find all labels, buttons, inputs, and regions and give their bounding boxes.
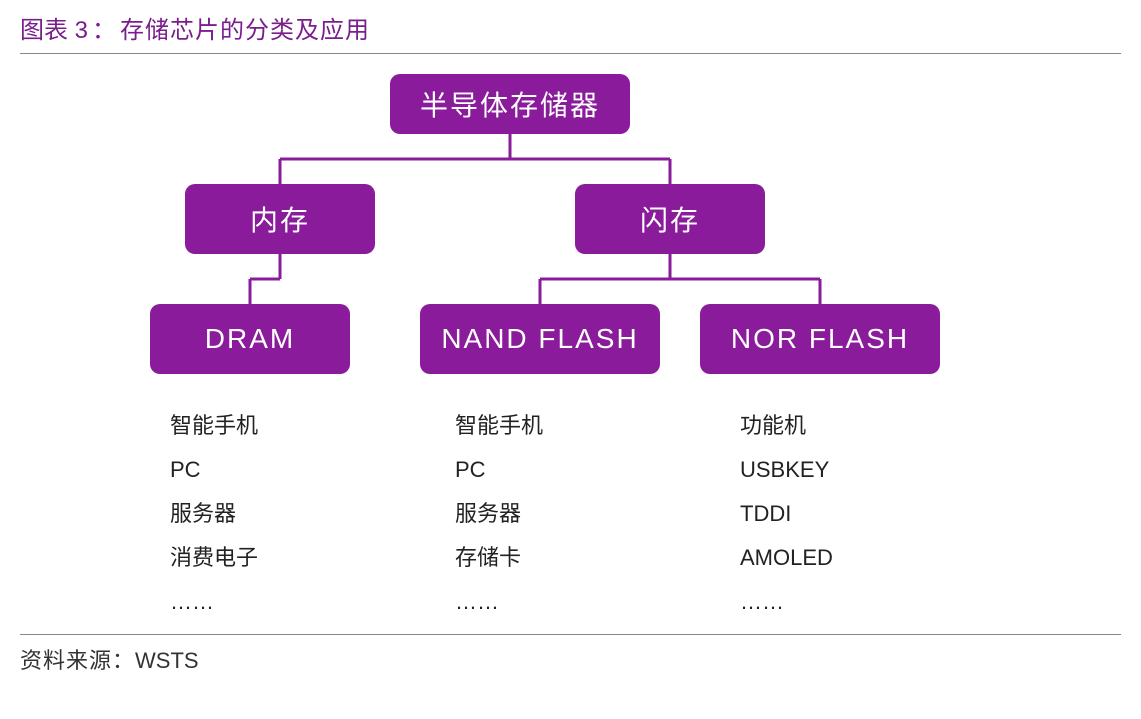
- figure-title-text: 存储芯片的分类及应用: [120, 17, 370, 44]
- app-list-item: 服务器: [170, 492, 258, 536]
- tree-node-mem: 内存: [185, 184, 375, 254]
- tree-node-dram: DRAM: [150, 304, 350, 374]
- app-list-item: PC: [455, 448, 543, 492]
- app-list-item: AMOLED: [740, 536, 833, 580]
- figure-title-prefix: 图表: [20, 17, 68, 44]
- app-list-item: PC: [170, 448, 258, 492]
- footer-source-label: 资料来源：: [20, 648, 135, 673]
- tree-node-root: 半导体存储器: [390, 74, 630, 134]
- app-list-item: USBKEY: [740, 448, 833, 492]
- figure-title-separator: ：: [88, 17, 120, 44]
- app-list-item: 功能机: [740, 404, 833, 448]
- tree-node-nand: NAND FLASH: [420, 304, 660, 374]
- app-list-nor: 功能机USBKEYTDDIAMOLED……: [740, 404, 833, 624]
- app-list-nand: 智能手机PC服务器存储卡……: [455, 404, 543, 624]
- tree-node-flash: 闪存: [575, 184, 765, 254]
- figure-title: 图表 3：存储芯片的分类及应用: [20, 10, 1121, 54]
- app-list-item: 服务器: [455, 492, 543, 536]
- figure-title-number: 3: [75, 17, 88, 44]
- app-list-item: 消费电子: [170, 536, 258, 580]
- app-list-dram: 智能手机PC服务器消费电子……: [170, 404, 258, 624]
- figure-footer: 资料来源：WSTS: [20, 634, 1121, 675]
- app-list-item: TDDI: [740, 492, 833, 536]
- app-list-item: ……: [740, 580, 833, 624]
- app-list-item: ……: [170, 580, 258, 624]
- app-list-item: 智能手机: [170, 404, 258, 448]
- app-list-item: 存储卡: [455, 536, 543, 580]
- app-list-item: 智能手机: [455, 404, 543, 448]
- diagram-area: 半导体存储器内存闪存DRAMNAND FLASHNOR FLASH智能手机PC服…: [20, 54, 1121, 634]
- tree-node-nor: NOR FLASH: [700, 304, 940, 374]
- footer-source-value: WSTS: [135, 648, 199, 673]
- app-list-item: ……: [455, 580, 543, 624]
